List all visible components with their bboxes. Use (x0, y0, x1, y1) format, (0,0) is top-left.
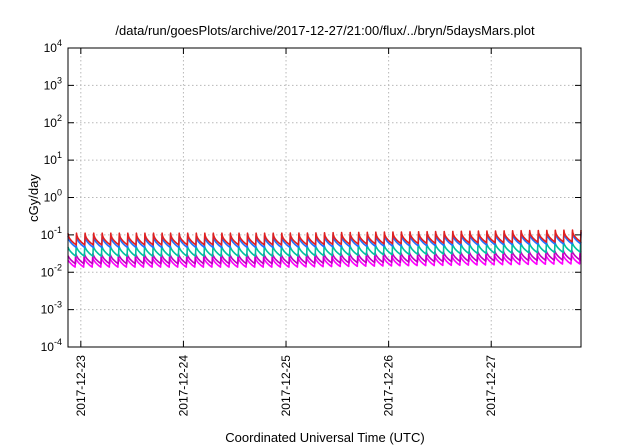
y-axis-label: cGy/day (26, 174, 41, 222)
y-tick-label: 100 (44, 188, 62, 205)
series-line (67, 253, 582, 268)
y-tick-label: 101 (44, 150, 62, 167)
y-tick-label: 10-4 (41, 337, 62, 354)
x-tick-label: 2017-12-27 (484, 355, 498, 417)
x-axis: 2017-12-23 2017-12-24 2017-12-25 2017-12-26… (74, 48, 498, 416)
x-tick-label: 2017-12-26 (382, 355, 396, 417)
grid (68, 48, 581, 347)
series-layer (67, 229, 582, 268)
x-tick-label: 2017-12-25 (279, 355, 293, 417)
series-line (67, 229, 582, 246)
x-tick-label: 2017-12-23 (74, 355, 88, 417)
x-axis-label: Coordinated Universal Time (UTC) (225, 430, 424, 445)
y-tick-label: 102 (44, 113, 62, 130)
y-tick-label: 103 (44, 75, 62, 92)
chart-title: /data/run/goesPlots/archive/2017-12-27/2… (115, 23, 535, 38)
y-tick-label: 104 (44, 38, 62, 55)
y-axis: 104 103 102 101 100 10-1 10-2 10-3 10-4 (41, 38, 581, 354)
y-tick-label: 10-2 (41, 262, 62, 279)
y-tick-label: 10-1 (41, 225, 62, 242)
y-tick-label: 10-3 (41, 300, 62, 317)
x-tick-label: 2017-12-24 (176, 355, 190, 417)
